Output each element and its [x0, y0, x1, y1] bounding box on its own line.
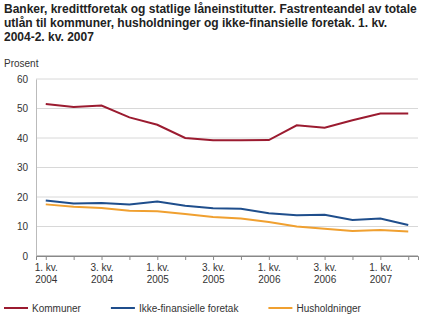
y-tick-label: 40: [17, 133, 29, 144]
legend-swatch: [268, 307, 292, 309]
x-tick: 1. kv.2006: [258, 256, 281, 285]
y-axis-title: Prosent: [4, 58, 39, 69]
grid-line: [36, 197, 418, 198]
y-tick-label: 20: [17, 192, 29, 203]
series-line: [46, 104, 408, 140]
y-tick: 40: [17, 133, 36, 144]
grid: [36, 79, 418, 256]
x-tick-mark: [157, 256, 158, 260]
series-line: [46, 201, 408, 225]
y-tick: 0: [22, 251, 36, 262]
y-tick-label: 50: [17, 103, 29, 114]
x-tick-mark: [74, 256, 75, 260]
x-tick-mark: [102, 256, 103, 260]
x-tick-mark: [185, 256, 186, 260]
grid-line: [36, 138, 418, 139]
x-tick-mark: [325, 256, 326, 260]
y-tick: 60: [17, 74, 36, 85]
x-tick: [129, 256, 130, 260]
x-tick: [185, 256, 186, 260]
x-tick-mark: [129, 256, 130, 260]
y-tick: 10: [17, 221, 36, 232]
y-tick-label: 30: [17, 162, 29, 173]
legend-label: Husholdninger: [296, 303, 361, 314]
x-tick: 3. kv.2005: [202, 256, 225, 285]
grid-line: [36, 226, 418, 227]
grid-line: [36, 108, 418, 109]
x-tick: 3. kv.2004: [90, 256, 113, 285]
x-tick-mark: [213, 256, 214, 260]
x-axis-line: [37, 257, 419, 261]
x-tick: [408, 256, 409, 260]
x-tick-mark: [297, 256, 298, 260]
y-tick-label: 0: [22, 251, 28, 262]
x-tick: 1. kv.2007: [369, 256, 392, 285]
y-axis-line: [36, 80, 37, 257]
x-tick: 1. kv.2004: [35, 256, 58, 285]
x-tick-label: 3. kv.2006: [314, 262, 337, 285]
x-tick: 1. kv.2005: [146, 256, 169, 285]
x-tick-mark: [241, 256, 242, 260]
x-tick-mark: [380, 256, 381, 260]
x-tick-label: 1. kv.2005: [146, 262, 169, 285]
grid-line: [36, 167, 418, 168]
legend-label: Kommuner: [32, 303, 82, 314]
y-tick-label: 60: [17, 74, 29, 85]
title: Banker, kredittforetak og statlige lånei…: [4, 2, 417, 44]
x-tick: [297, 256, 298, 260]
x-tick: 3. kv.2006: [314, 256, 337, 285]
y-tick: 30: [17, 162, 36, 173]
x-axis: 1. kv.2004 3. kv.2004 1. kv.2005 3. kv.2005…: [35, 256, 419, 285]
y-tick: 50: [17, 103, 36, 114]
x-tick-mark: [269, 256, 270, 260]
chart: Banker, kredittforetak og statlige lånei…: [0, 0, 426, 321]
x-tick-mark: [408, 256, 409, 260]
legend-label: Ikke-finansielle foretak: [139, 303, 239, 314]
y-axis: 0 10 20 30 40 50 60: [17, 74, 37, 262]
x-tick-label: 3. kv.2005: [202, 262, 225, 285]
x-tick-mark: [46, 256, 47, 260]
grid-line: [36, 79, 418, 80]
series-line: [46, 204, 408, 231]
lines: [46, 104, 408, 231]
x-tick-label: 3. kv.2004: [90, 262, 113, 285]
x-tick: [241, 256, 242, 260]
x-tick: [352, 256, 353, 260]
y-tick: 20: [17, 192, 36, 203]
x-tick-label: 1. kv.2006: [258, 262, 281, 285]
y-tick-label: 10: [17, 221, 29, 232]
legend: Kommuner Ikke-finansielle foretak Husholdn…: [4, 303, 362, 314]
x-tick-label: 1. kv.2004: [35, 262, 58, 285]
x-tick-label: 1. kv.2007: [369, 262, 392, 285]
legend-swatch: [111, 307, 135, 309]
x-tick: [74, 256, 75, 260]
legend-swatch: [4, 307, 28, 309]
x-tick-mark: [352, 256, 353, 260]
